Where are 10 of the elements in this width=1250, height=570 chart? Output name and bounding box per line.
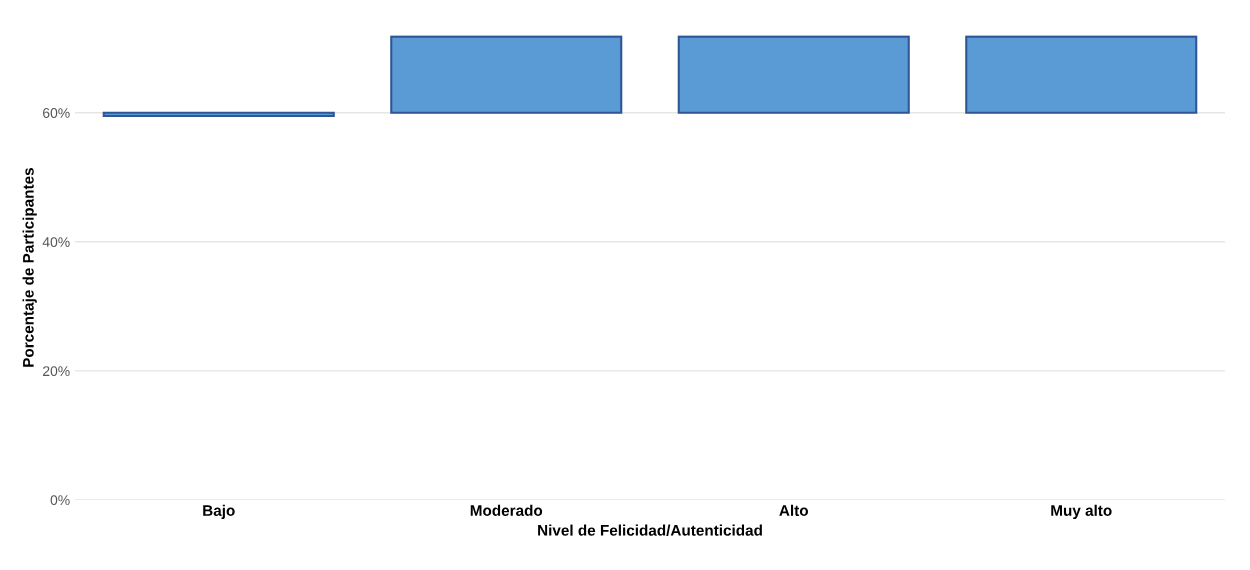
x-tick-label: Muy alto bbox=[1051, 504, 1112, 519]
y-tick-label: 60% bbox=[43, 108, 70, 118]
y-tick-label: 0% bbox=[50, 495, 70, 506]
x-axis-title: Nivel de Felicidad/Autenticidad bbox=[538, 524, 762, 536]
x-tick-label: Moderado bbox=[470, 504, 543, 516]
y-tick-label: 40% bbox=[42, 237, 70, 247]
x-tick-label: Alto bbox=[779, 504, 808, 516]
x-tick-label: Bajo bbox=[203, 504, 235, 519]
y-tick-label: 20% bbox=[43, 366, 70, 377]
y-axis-title: Porcentaje de Participantes bbox=[22, 168, 37, 367]
